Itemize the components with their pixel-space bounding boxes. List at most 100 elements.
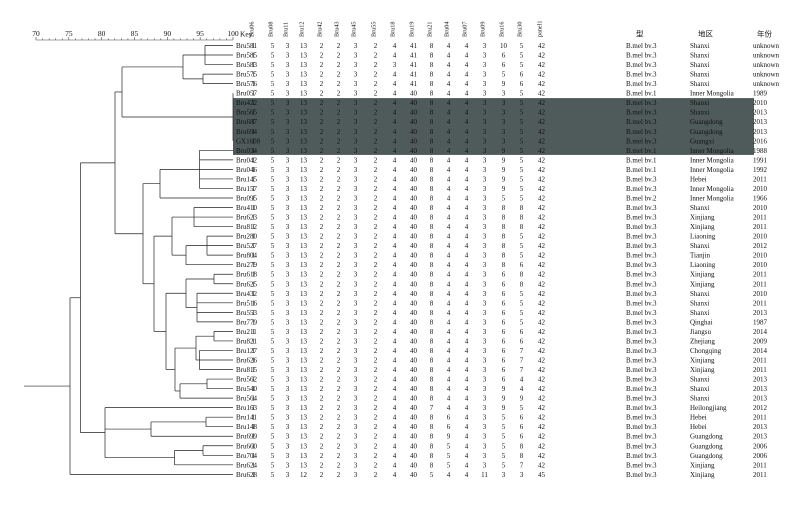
region: Liaoning	[690, 261, 716, 269]
locus-value: 1	[252, 337, 256, 345]
strain-key: Bru821	[236, 337, 258, 345]
locus-value: 13	[300, 356, 308, 364]
locus-value: 3	[286, 242, 290, 250]
strain-key: Bru815	[236, 366, 258, 374]
locus-value: 3	[354, 318, 358, 326]
column-headers: Bru06 Bru08 Bru11 Bru12 Bru42 Bru43 Bru45 Bru55…	[248, 21, 543, 38]
year: 2013	[753, 395, 768, 403]
locus-value: 5	[520, 156, 524, 164]
column-header: panel1	[536, 21, 543, 38]
locus-value: 1	[252, 328, 256, 336]
column-header: Bru12	[298, 22, 305, 37]
locus-value: 13	[300, 299, 308, 307]
region: Guangdong	[690, 452, 723, 460]
biovar-type: B.mel bv.3	[626, 252, 657, 260]
locus-value: 40	[410, 433, 418, 441]
strain-key: Bru687	[236, 118, 258, 126]
region: Zhejiang	[690, 337, 715, 345]
key-column-header: Key	[240, 30, 253, 39]
region-column-header: 地区	[698, 29, 713, 39]
locus-value: 42	[538, 328, 546, 336]
locus-value: 4	[465, 185, 469, 193]
locus-value: 4	[465, 452, 469, 460]
locus-value: 1	[252, 52, 256, 60]
locus-value: 4	[447, 175, 451, 183]
locus-value: 4	[465, 299, 469, 307]
locus-value: 7	[520, 366, 524, 374]
locus-value: 5	[502, 423, 506, 431]
locus-value: 3	[483, 356, 487, 364]
year: 2016	[753, 137, 768, 145]
locus-value: 2	[337, 118, 341, 126]
locus-value: 3	[286, 385, 290, 393]
locus-value: 4	[447, 90, 451, 98]
biovar-type: B.mel bv.3	[626, 185, 657, 193]
locus-value: 4	[465, 52, 469, 60]
locus-value: 4	[465, 366, 469, 374]
locus-value: 40	[410, 395, 418, 403]
locus-value: 3	[483, 71, 487, 79]
strain-key: Bru141	[236, 414, 258, 422]
locus-value: 3	[354, 404, 358, 412]
locus-value: 8	[430, 347, 434, 355]
locus-value: 4	[465, 233, 469, 241]
locus-value: 2	[337, 404, 341, 412]
locus-value: 40	[410, 318, 418, 326]
locus-value: 4	[465, 61, 469, 69]
locus-value: 9	[502, 166, 506, 174]
locus-value: 42	[538, 175, 546, 183]
region: Shanxi	[690, 99, 710, 107]
locus-value: 42	[538, 356, 546, 364]
biovar-type: B.mel bv.3	[626, 137, 657, 145]
locus-value: 3	[354, 271, 358, 279]
locus-value: 2	[337, 185, 341, 193]
column-header: Bru42	[316, 22, 323, 37]
locus-value: 3	[354, 328, 358, 336]
locus-value: 4	[465, 261, 469, 269]
locus-value: 8	[430, 214, 434, 222]
locus-value: 8	[430, 414, 434, 422]
locus-value: 5	[271, 299, 275, 307]
locus-value: 2	[337, 42, 341, 50]
locus-value: 4	[465, 271, 469, 279]
locus-value: 8	[430, 356, 434, 364]
locus-value: 40	[410, 309, 418, 317]
locus-value: 5	[520, 166, 524, 174]
locus-value: 42	[538, 61, 546, 69]
locus-value: 5	[520, 233, 524, 241]
strain-key: Bru804	[236, 252, 258, 260]
locus-value: 8	[430, 423, 434, 431]
locus-value: 3	[286, 204, 290, 212]
locus-value: 42	[538, 233, 546, 241]
locus-value: 3	[483, 242, 487, 250]
locus-value: 4	[465, 471, 469, 479]
strain-key: Bru624	[236, 461, 258, 469]
locus-value: 4	[447, 194, 451, 202]
locus-value: 8	[430, 175, 434, 183]
locus-value: 1	[252, 252, 256, 260]
locus-value: 4	[447, 261, 451, 269]
locus-value: 4	[465, 109, 469, 117]
locus-value: 4	[447, 156, 451, 164]
locus-value: 3	[286, 99, 290, 107]
locus-value: 2	[374, 366, 378, 374]
locus-value: 2	[337, 128, 341, 136]
locus-value: 42	[538, 433, 546, 441]
locus-value: 6	[520, 337, 524, 345]
locus-value: 8	[430, 204, 434, 212]
locus-value: 41	[410, 80, 418, 88]
locus-value: 3	[520, 471, 524, 479]
biovar-type: B.mel bv.3	[626, 99, 657, 107]
locus-value: 3	[354, 442, 358, 450]
biovar-type: B.mel bv.1	[626, 166, 657, 174]
locus-value: 8	[430, 156, 434, 164]
locus-value: 4	[447, 214, 451, 222]
